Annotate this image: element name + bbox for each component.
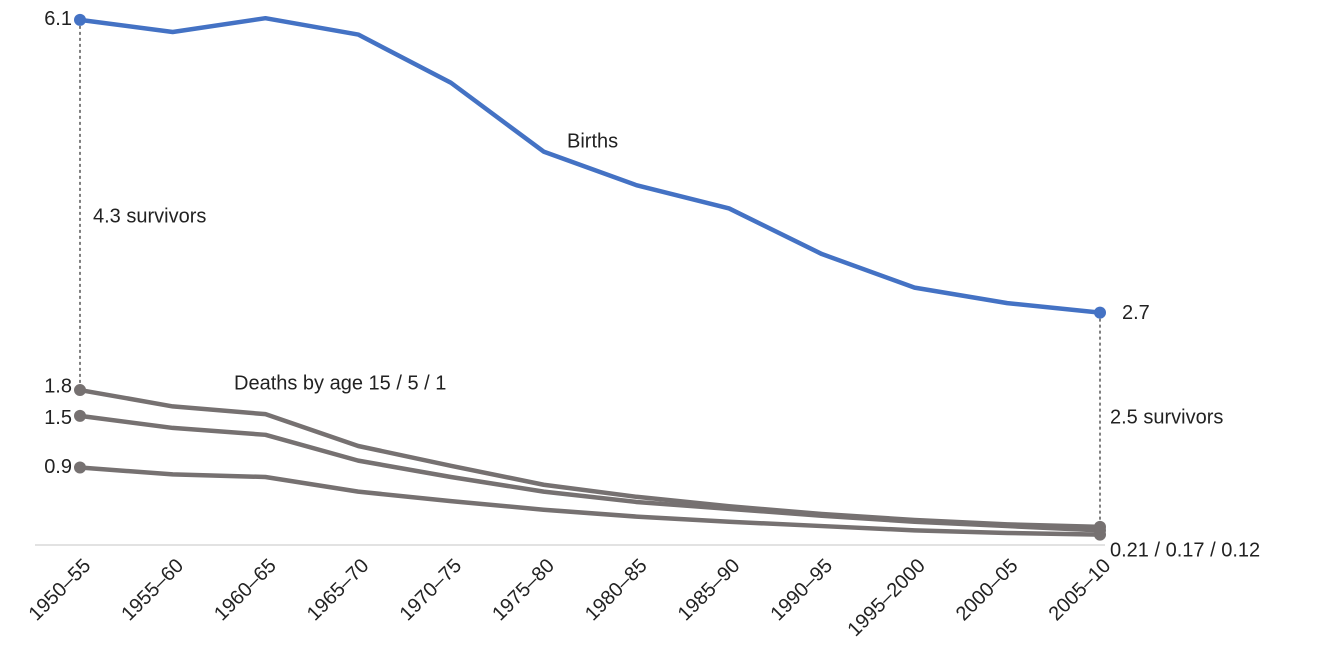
start-label: 1.5 bbox=[44, 407, 72, 429]
start-label: 6.1 bbox=[44, 8, 72, 30]
x-tick-label: 1975–80 bbox=[488, 555, 559, 626]
x-tick-label: 1990–95 bbox=[766, 555, 837, 626]
x-tick-label: 1965–70 bbox=[303, 555, 374, 626]
x-tick-label: 1985–90 bbox=[674, 555, 745, 626]
x-tick-label: 1995–2000 bbox=[843, 555, 929, 641]
end-marker bbox=[74, 13, 86, 26]
x-tick-label: 2000–05 bbox=[952, 555, 1023, 626]
end-marker bbox=[1094, 520, 1106, 533]
x-tick-label: 1980–85 bbox=[581, 555, 652, 626]
annotation: 2.5 survivors bbox=[1110, 406, 1223, 428]
series-line bbox=[79, 465, 1101, 537]
start-label: 0.9 bbox=[44, 456, 72, 478]
end-marker bbox=[74, 384, 86, 397]
annotation: 4.3 survivors bbox=[93, 205, 206, 227]
series-label: Births bbox=[567, 130, 618, 152]
series-line bbox=[79, 387, 1101, 530]
x-tick-label: 1955–60 bbox=[117, 555, 188, 626]
x-tick-label: 1960–65 bbox=[210, 555, 281, 626]
end-marker bbox=[1094, 306, 1106, 319]
series-line bbox=[79, 15, 1101, 315]
end-marker bbox=[74, 409, 86, 422]
start-label: 1.8 bbox=[44, 375, 72, 397]
x-tick-label: 2005–10 bbox=[1045, 555, 1116, 626]
annotation: 0.21 / 0.17 / 0.12 bbox=[1110, 539, 1260, 561]
end-label: 2.7 bbox=[1122, 302, 1150, 324]
annotation: Deaths by age 15 / 5 / 1 bbox=[234, 372, 446, 394]
x-tick-label: 1970–75 bbox=[396, 555, 467, 626]
x-tick-label: 1950–55 bbox=[25, 555, 96, 626]
end-marker bbox=[74, 461, 86, 474]
